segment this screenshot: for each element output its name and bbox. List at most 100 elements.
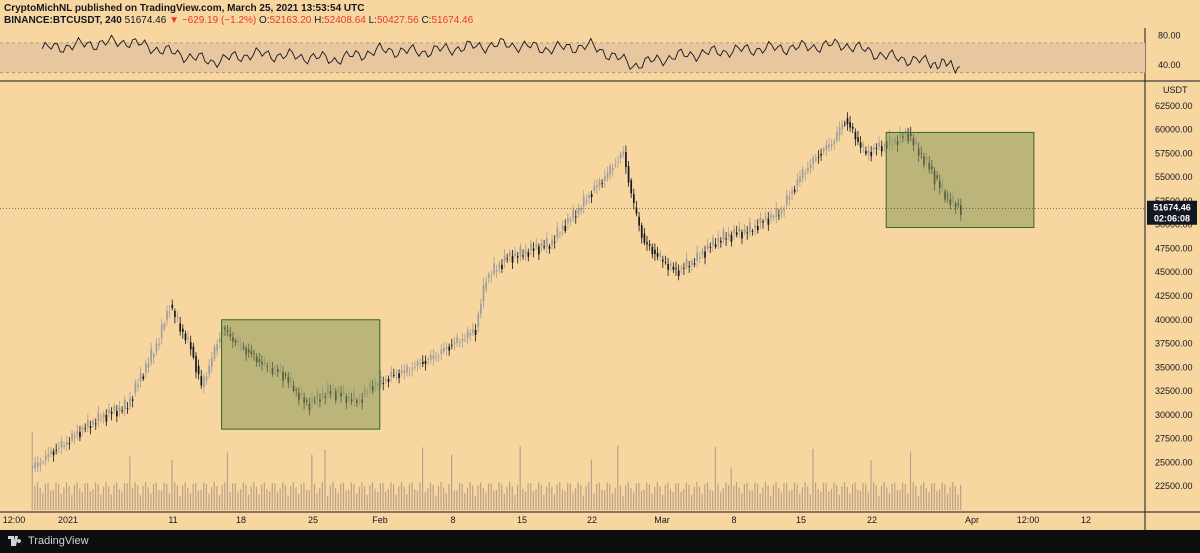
low-value: 50427.56 bbox=[376, 15, 419, 26]
candle-body bbox=[538, 246, 540, 255]
volume-bar bbox=[129, 456, 131, 510]
candle-body bbox=[788, 196, 791, 200]
volume-bar bbox=[87, 483, 89, 510]
volume-bar bbox=[403, 486, 405, 510]
candle-body bbox=[659, 253, 662, 257]
candle-body bbox=[664, 262, 667, 264]
volume-bar bbox=[271, 483, 273, 510]
candle-body bbox=[195, 355, 197, 373]
candle-body bbox=[667, 264, 669, 270]
volume-bar bbox=[263, 482, 265, 510]
volume-bar bbox=[886, 487, 888, 510]
candle-body bbox=[556, 227, 559, 238]
time-tick: 22 bbox=[587, 515, 597, 525]
volume-bar bbox=[875, 485, 877, 510]
volume-bar bbox=[274, 483, 276, 510]
volume-bar bbox=[796, 484, 798, 510]
candle-body bbox=[743, 229, 746, 233]
volume-bar bbox=[770, 495, 772, 510]
time-tick: 15 bbox=[517, 515, 527, 525]
tradingview-logo[interactable]: TradingView bbox=[8, 535, 89, 547]
candle-body bbox=[585, 200, 588, 203]
candle-body bbox=[738, 227, 741, 233]
volume-bar bbox=[902, 482, 904, 510]
volume-bar bbox=[356, 493, 358, 510]
volume-bar bbox=[445, 493, 447, 510]
candle-body bbox=[730, 234, 733, 242]
candle-body bbox=[211, 357, 213, 367]
candle-body bbox=[606, 172, 609, 179]
symbol-label[interactable]: BINANCE:BTCUSDT, 240 bbox=[4, 15, 122, 26]
volume-bar bbox=[234, 483, 236, 510]
candle-body bbox=[704, 251, 706, 258]
candle-body bbox=[857, 137, 859, 142]
footer-bar: TradingView bbox=[0, 530, 1200, 553]
volume-bar bbox=[630, 488, 632, 510]
chart-canvas[interactable]: 80.00 40.00 USDT 62500.00 60000.00 57500.00 55… bbox=[0, 0, 1200, 530]
volume-bar bbox=[211, 487, 213, 510]
volume-bar bbox=[269, 491, 271, 510]
volume-bar bbox=[680, 491, 682, 510]
volume-bar bbox=[321, 482, 323, 510]
candle-body bbox=[577, 208, 580, 214]
volume-bar bbox=[917, 495, 920, 510]
volume-bar bbox=[503, 493, 505, 510]
candle-body bbox=[81, 427, 84, 430]
candle-body bbox=[851, 126, 854, 129]
candle-body bbox=[506, 258, 509, 260]
candle-body bbox=[561, 225, 564, 230]
price-tick: 35000.00 bbox=[1155, 362, 1193, 372]
candle-body bbox=[395, 373, 398, 374]
volume-bar bbox=[174, 482, 176, 510]
rsi-tick: 40.00 bbox=[1158, 60, 1181, 70]
volume-bar bbox=[398, 486, 400, 510]
volume-bar bbox=[400, 482, 403, 510]
candle-body bbox=[424, 360, 427, 364]
candle-body bbox=[158, 343, 160, 345]
candle-body bbox=[614, 164, 617, 167]
candle-body bbox=[672, 266, 675, 270]
candle-body bbox=[796, 179, 799, 186]
time-tick: 11 bbox=[168, 515, 177, 525]
candle-body bbox=[717, 237, 720, 243]
volume-bar bbox=[485, 492, 487, 510]
volume-bar bbox=[791, 489, 793, 510]
volume-bar bbox=[804, 482, 806, 510]
publish-info: CryptoMichNL published on TradingView.co… bbox=[4, 3, 365, 14]
volume-bar bbox=[931, 483, 933, 510]
candle-body bbox=[76, 431, 79, 435]
candle-body bbox=[121, 410, 124, 412]
candle-body bbox=[656, 253, 659, 257]
candle-body bbox=[192, 346, 195, 358]
close-label: C: bbox=[421, 15, 432, 26]
volume-bar bbox=[807, 486, 809, 510]
volume-bar bbox=[456, 490, 458, 510]
price-tick: 27500.00 bbox=[1155, 434, 1193, 444]
candle-body bbox=[691, 260, 693, 266]
candle-body bbox=[548, 246, 551, 249]
volume-bar bbox=[224, 482, 226, 510]
candle-body bbox=[385, 379, 387, 382]
volume-bar bbox=[925, 488, 927, 510]
candle-body bbox=[208, 365, 211, 374]
candle-body bbox=[778, 215, 780, 217]
candle-body bbox=[807, 167, 809, 172]
volume-bar bbox=[71, 495, 73, 510]
candle-body bbox=[105, 414, 108, 422]
candle-body bbox=[445, 346, 448, 350]
candle-body bbox=[55, 449, 58, 451]
volume-bar bbox=[266, 489, 268, 510]
volume-bar bbox=[662, 494, 664, 510]
volume-bar bbox=[646, 482, 648, 510]
price-tick: 60000.00 bbox=[1155, 125, 1193, 135]
volume-bar bbox=[469, 482, 471, 510]
volume-bar bbox=[94, 482, 97, 510]
volume-bar bbox=[683, 488, 685, 510]
volume-bar bbox=[693, 486, 695, 510]
volume-bar bbox=[654, 487, 656, 510]
volume-bar bbox=[126, 483, 128, 510]
candle-body bbox=[474, 330, 477, 335]
volume-bar bbox=[551, 486, 553, 510]
time-tick: 18 bbox=[236, 515, 246, 525]
